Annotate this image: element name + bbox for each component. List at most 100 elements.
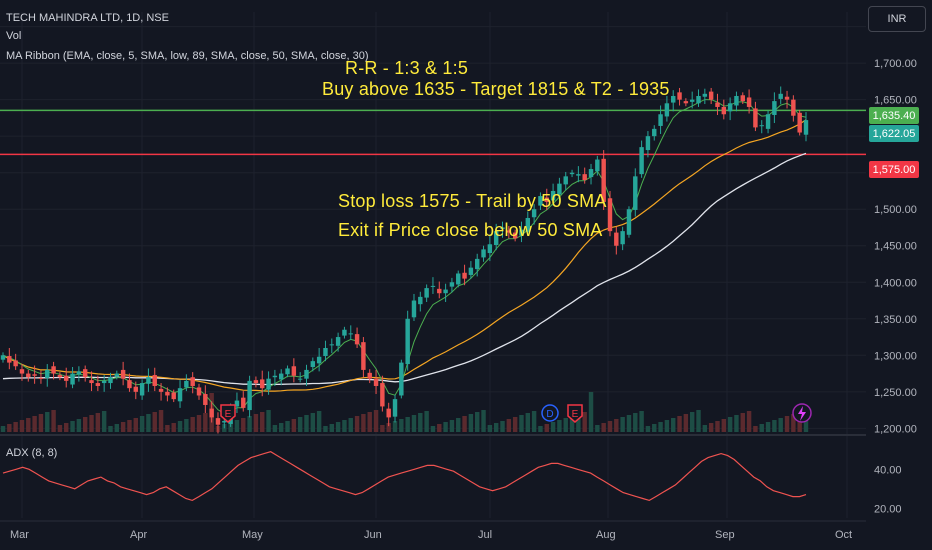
volume-bar [234,420,240,432]
volume-bar [614,419,619,432]
volume-bar [715,421,720,432]
price-axis-bg [866,0,932,550]
volume-bar [19,420,25,432]
candle-body [512,232,518,239]
volume-bars [0,392,809,432]
candle-body [601,158,606,202]
volume-bar [512,417,518,432]
volume-bar [784,416,790,432]
candle-body [418,296,423,305]
volume-bar [260,412,265,432]
volume-bar [32,416,37,432]
candle-body [133,386,138,392]
candle-body [753,108,758,128]
candle-body [708,91,714,100]
volume-bar [734,415,739,432]
candle-body [26,373,31,378]
volume-bar [335,422,341,432]
volume-bar [304,415,309,432]
volume-bar [424,411,429,432]
volume-bar [633,413,638,432]
candle-body [437,288,442,294]
volume-bar [158,410,164,432]
volume-bar [531,411,537,432]
candle-body [740,95,745,102]
volume-bar [45,412,50,432]
candle-body [146,377,151,384]
earnings-badge [567,404,583,423]
volume-bar [70,421,75,432]
volume-bar [253,414,259,432]
candle-body [639,147,644,175]
volume-bar [278,423,284,432]
volume-bar [778,418,783,432]
badge-label: D [546,409,553,420]
volume-bar [456,418,461,432]
volume-bar [247,416,252,432]
time-axis[interactable]: Mar Apr May Jun Jul Aug Sep Oct [10,529,852,541]
adx-tick-label: 40.00 [874,464,902,476]
candle-body [557,183,562,195]
candle-body [652,128,657,137]
candle-body [310,361,316,367]
candle-body [291,366,297,376]
candle-body [367,372,372,379]
volume-bar [297,417,303,432]
price-tick-label: 1,250.00 [874,387,917,399]
candle-body [329,344,335,346]
time-tick-label: Aug [596,529,616,541]
volume-bar [437,424,442,432]
candle-body [671,96,676,103]
volume-bar [266,410,271,432]
risk-reward-note: R-R - 1:3 & 1:5 [345,58,469,78]
candle-body [380,383,385,407]
candle-body [468,267,474,275]
volume-bar [468,414,474,432]
candle-body [746,97,752,107]
candle-body [209,408,214,418]
candle-body [765,114,771,129]
volume-bar [449,420,455,432]
candle-body [506,230,512,233]
candle-body [449,282,455,287]
volume-bar [671,418,676,432]
price-axis[interactable]: 1,750.001,700.001,650.001,600.001,550.00… [866,0,932,550]
price-tick-label: 1,500.00 [874,204,917,216]
candle-body [791,99,796,116]
volume-bar [329,424,335,432]
volume-bar [481,410,486,432]
volume-bar [82,417,88,432]
candle-body [19,369,25,374]
candle-body [607,198,613,232]
volume-bar [310,413,316,432]
volume-bar [658,422,663,432]
volume-bar [76,419,82,432]
candle-body [278,373,284,380]
candle-body [519,229,524,236]
currency-button[interactable]: INR [868,6,926,32]
volume-bar [380,425,385,432]
volume-bar [373,410,379,432]
candle-body [234,400,240,407]
candle-body [531,209,537,218]
candle-body [424,288,429,298]
volume-bar [727,417,733,432]
volume-bar [506,419,512,432]
volume-bar [114,424,120,432]
volume-bar [639,411,644,432]
candle-body [361,342,366,370]
candle-body [171,392,176,400]
volume-bar [588,392,594,432]
candle-body [76,371,82,375]
candle-body [759,125,764,127]
price-tick-label: 1,700.00 [874,58,917,70]
volume-label: Vol [6,30,22,42]
candle-body [411,300,417,318]
volume-bar [791,414,796,432]
buy-target-note: Buy above 1635 - Target 1815 & T2 - 1935 [322,79,670,99]
candlesticks [0,86,809,434]
candle-body [677,92,682,100]
candle-body [70,373,75,385]
candle-body [734,96,739,106]
